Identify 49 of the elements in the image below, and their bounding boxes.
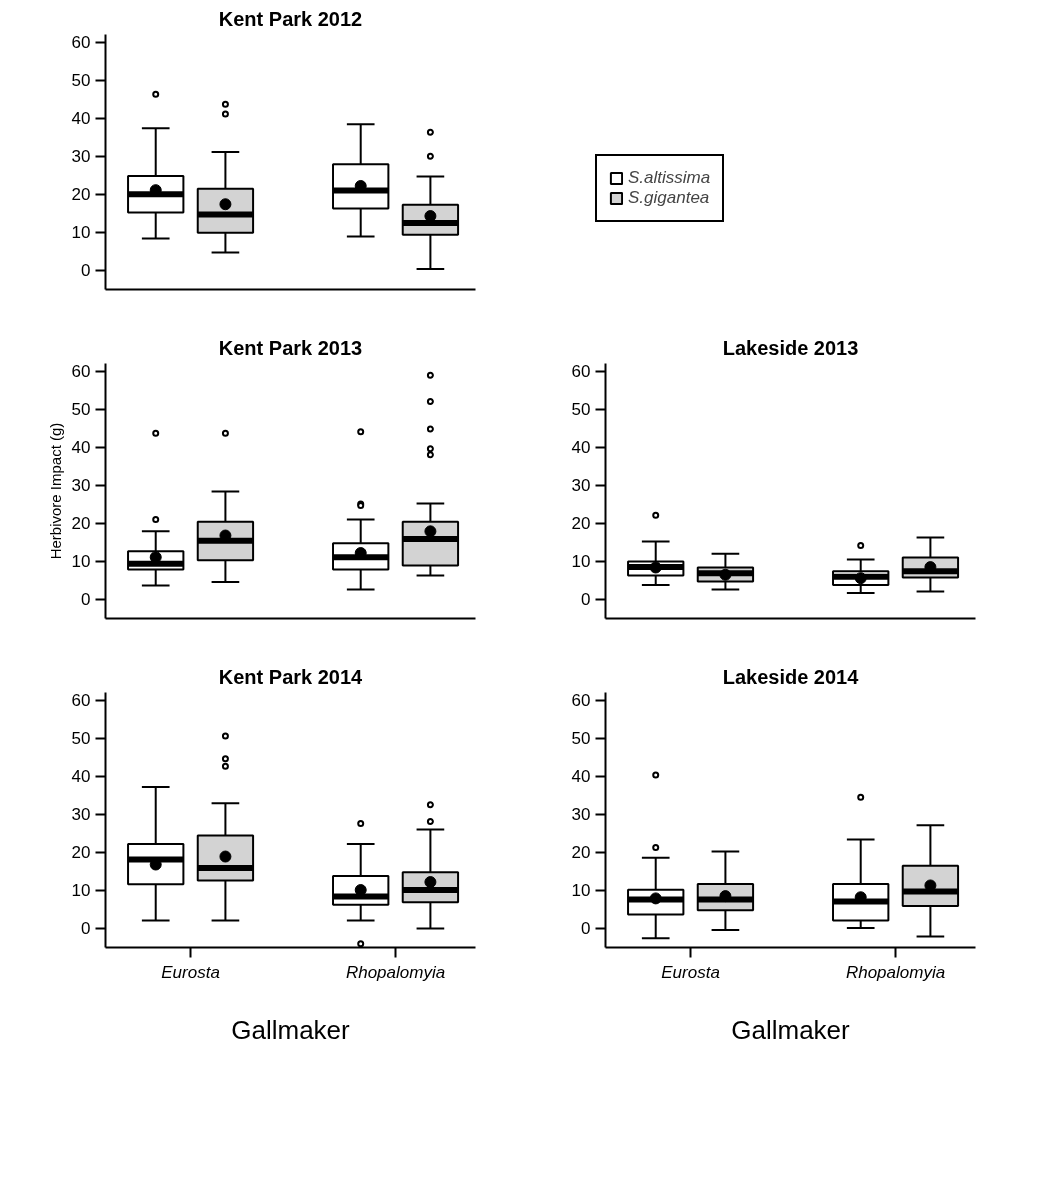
chart-title: Kent Park 2013	[218, 336, 363, 359]
y-tick-label: 10	[571, 552, 591, 572]
legend-label: S.gigantea	[628, 188, 710, 208]
y-tick-label: 60	[71, 362, 91, 382]
chart-title: Lakeside 2013	[722, 336, 859, 359]
y-axis-title: Herbivore Impact (g)	[46, 422, 64, 560]
y-tick-label: 0	[81, 590, 91, 610]
y-tick-label: 30	[71, 476, 91, 496]
x-tick-label: Rhopalomyia	[345, 962, 446, 982]
y-tick-label: 50	[571, 729, 591, 749]
y-tick-label: 10	[71, 552, 91, 572]
y-tick-label: 10	[71, 223, 91, 243]
y-tick-label: 20	[71, 514, 91, 534]
y-tick-label: 60	[71, 691, 91, 711]
y-tick-label: 0	[581, 919, 591, 939]
x-tick-label: Eurosta	[661, 962, 720, 982]
y-tick-label: 60	[571, 362, 591, 382]
y-tick-label: 20	[571, 843, 591, 863]
y-tick-label: 50	[71, 400, 91, 420]
y-tick-label: 40	[71, 109, 91, 129]
x-axis-title: Gallmaker	[231, 1014, 351, 1045]
y-tick-label: 10	[71, 881, 91, 901]
y-tick-label: 40	[571, 767, 591, 787]
y-tick-label: 0	[581, 590, 591, 610]
y-tick-label: 40	[71, 767, 91, 787]
y-tick-label: 20	[71, 843, 91, 863]
y-tick-label: 60	[71, 33, 91, 53]
y-tick-label: 30	[571, 476, 591, 496]
y-tick-label: 20	[571, 514, 591, 534]
chart-title: Lakeside 2014	[722, 665, 860, 688]
y-tick-label: 30	[571, 805, 591, 825]
chart-title: Kent Park 2012	[218, 7, 363, 30]
y-tick-label: 0	[81, 919, 91, 939]
y-tick-label: 20	[71, 185, 91, 205]
y-tick-label: 50	[71, 71, 91, 91]
y-tick-label: 10	[571, 881, 591, 901]
y-tick-label: 30	[71, 147, 91, 167]
x-axis-title: Gallmaker	[731, 1014, 851, 1045]
x-tick-label: Eurosta	[161, 962, 220, 982]
y-tick-label: 0	[81, 261, 91, 281]
y-tick-label: 40	[71, 438, 91, 458]
x-tick-label: Rhopalomyia	[845, 962, 946, 982]
legend-label: S.altissima	[628, 168, 711, 188]
chart-title: Kent Park 2014	[218, 665, 364, 688]
y-tick-label: 60	[571, 691, 591, 711]
y-tick-label: 30	[71, 805, 91, 825]
y-tick-label: 50	[71, 729, 91, 749]
y-tick-label: 40	[571, 438, 591, 458]
y-tick-label: 50	[571, 400, 591, 420]
